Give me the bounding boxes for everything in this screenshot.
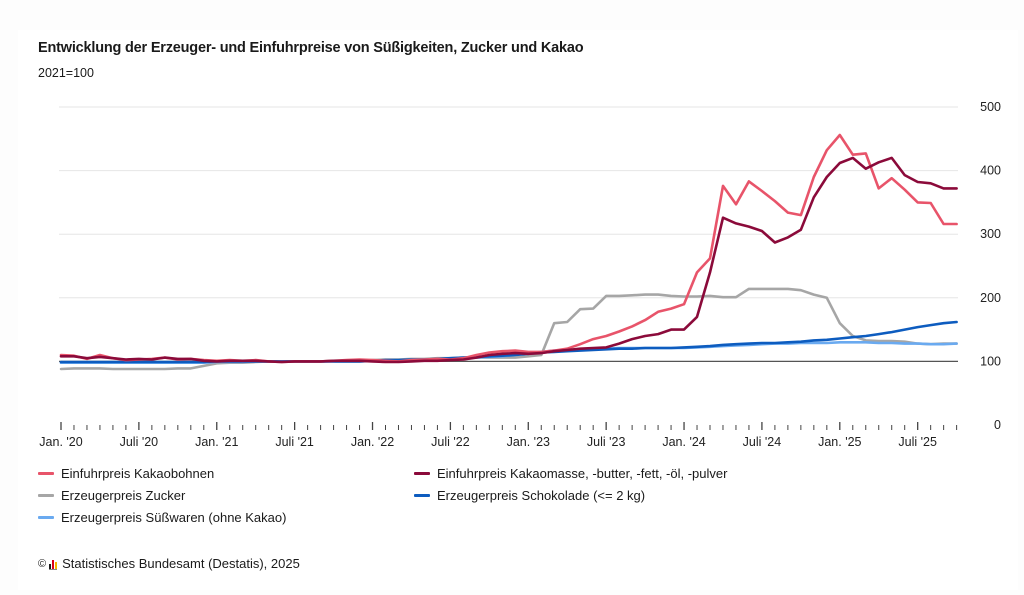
- x-tick-label: Jan. '23: [507, 435, 550, 449]
- series-erzeugerpreis-zucker: [59, 287, 958, 371]
- series-einfuhrpreis-kakaobohnen: [59, 133, 958, 364]
- gridlines: [59, 106, 958, 299]
- chart-card: [18, 30, 1018, 590]
- legend-label: Erzeugerpreis Schokolade (<= 2 kg): [437, 488, 646, 503]
- chart-title: Entwicklung der Erzeuger- und Einfuhrpre…: [38, 40, 584, 56]
- y-axis-labels: 0 100 200 300 400 500: [980, 100, 1001, 432]
- copyright-icon: ©: [38, 557, 47, 570]
- x-tick-label: Juli '24: [743, 435, 782, 449]
- legend-swatch-icon: [38, 494, 54, 497]
- legend-label: Erzeugerpreis Zucker: [61, 488, 186, 503]
- x-tick-label: Jan. '20: [39, 435, 82, 449]
- legend-label: Einfuhrpreis Kakaobohnen: [61, 466, 215, 481]
- x-tick-label: Juli '25: [898, 435, 937, 449]
- legend-item-schokolade[interactable]: Erzeugerpreis Schokolade (<= 2 kg): [414, 488, 645, 503]
- destatis-logo-icon: [49, 558, 58, 570]
- legend-label: Einfuhrpreis Kakaomasse, -butter, -fett,…: [437, 466, 728, 481]
- series-einfuhrpreis-kakaomasse-butter-fett-öl-pulver: [59, 156, 958, 364]
- x-tick-label: Jan. '25: [818, 435, 861, 449]
- legend-swatch-icon: [414, 472, 430, 475]
- legend-item-suesswaren[interactable]: Erzeugerpreis Süßwaren (ohne Kakao): [38, 510, 286, 525]
- legend-swatch-icon: [38, 516, 54, 519]
- x-axis-labels: Jan. '20 Juli '20 Jan. '21 Juli '21 Jan. '22…: [39, 435, 937, 449]
- legend-item-zucker[interactable]: Erzeugerpreis Zucker: [38, 488, 185, 503]
- legend-swatch-icon: [38, 472, 54, 475]
- x-tick-label: Juli '20: [120, 435, 159, 449]
- legend-item-kakaomasse[interactable]: Einfuhrpreis Kakaomasse, -butter, -fett,…: [414, 466, 727, 481]
- legend-item-kakaobohnen[interactable]: Einfuhrpreis Kakaobohnen: [38, 466, 214, 481]
- series-lines: [59, 133, 958, 371]
- x-tick-label: Jan. '24: [662, 435, 705, 449]
- legend-swatch-icon: [414, 494, 430, 497]
- x-tick-label: Juli '23: [587, 435, 626, 449]
- y-tick-label: 100: [980, 354, 1001, 368]
- y-tick-label: 0: [994, 418, 1001, 432]
- legend-label: Erzeugerpreis Süßwaren (ohne Kakao): [61, 510, 287, 525]
- x-tick-label: Jan. '21: [195, 435, 238, 449]
- x-tick-label: Jan. '22: [351, 435, 394, 449]
- y-tick-label: 500: [980, 100, 1001, 114]
- x-axis-ticks: [60, 422, 958, 430]
- x-tick-label: Juli '21: [275, 435, 314, 449]
- y-tick-label: 200: [980, 291, 1001, 305]
- y-tick-label: 300: [980, 227, 1001, 241]
- y-tick-label: 400: [980, 164, 1001, 178]
- chart-subtitle: 2021=100: [38, 66, 94, 80]
- x-tick-label: Juli '22: [431, 435, 470, 449]
- source-note: © Statistisches Bundesamt (Destatis), 20…: [38, 556, 300, 571]
- source-text: Statistisches Bundesamt (Destatis), 2025: [62, 556, 300, 571]
